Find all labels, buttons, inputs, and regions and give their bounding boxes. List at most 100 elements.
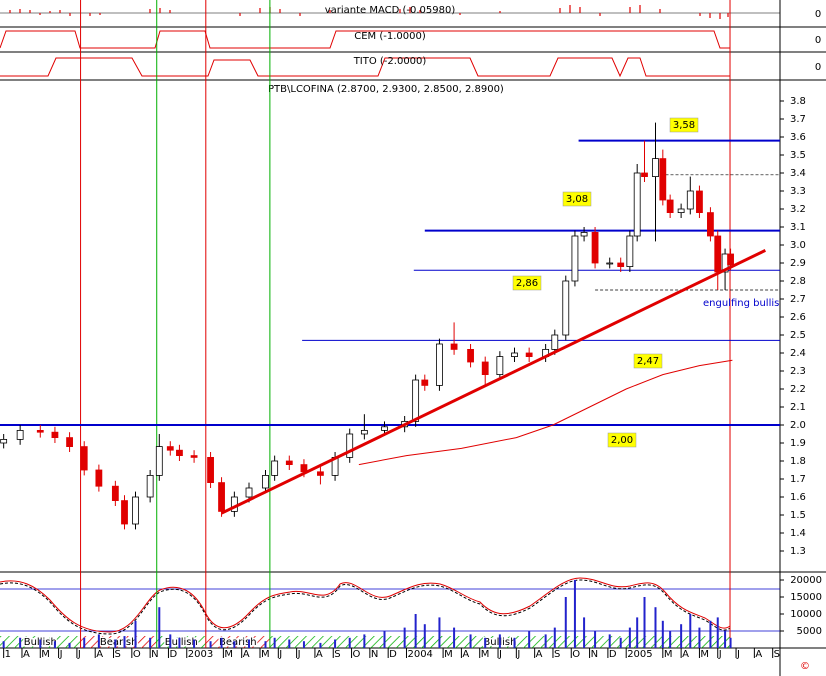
- x-tick-label: A: [316, 649, 323, 660]
- volume-bar: [680, 624, 683, 648]
- y-tick-label: 3.0: [790, 240, 806, 251]
- y-tick-label: 2.5: [790, 330, 806, 341]
- x-tick-label: M: [700, 649, 709, 660]
- macd-bars: [9, 5, 729, 19]
- y-tick-label: 3.5: [790, 150, 806, 161]
- candle-body: [346, 433, 354, 458]
- level-label: 2,00: [611, 435, 633, 446]
- x-tick-label: M: [444, 649, 453, 660]
- volume-bar: [178, 637, 181, 648]
- candle-body: [626, 235, 634, 268]
- level-label: 2,47: [637, 356, 659, 367]
- y-tick-label: 2.8: [790, 276, 806, 287]
- x-tick-label: S: [554, 649, 560, 660]
- volume-bar: [636, 617, 639, 648]
- candle-body: [0, 438, 8, 444]
- x-tick-label: 2004: [407, 649, 432, 660]
- volume-bar: [669, 631, 672, 648]
- x-tick-label: J: [736, 649, 740, 660]
- volume-bar: [68, 642, 71, 648]
- candle-body: [707, 212, 714, 237]
- volume-bar: [302, 641, 305, 648]
- trendline: [220, 249, 767, 515]
- regime-label: Bearish: [219, 637, 257, 648]
- candle-body: [727, 253, 734, 266]
- candle-body: [511, 352, 518, 357]
- candle-body: [245, 487, 253, 498]
- volume-bar: [233, 641, 236, 648]
- volume-bar: [209, 641, 212, 648]
- tito-line: [0, 57, 730, 78]
- volume-bar: [654, 607, 657, 648]
- level-label-box: [512, 275, 542, 291]
- candle-body: [95, 469, 103, 487]
- volume-bar: [39, 639, 42, 648]
- x-tick-label: J: [498, 649, 502, 660]
- volume-bar: [383, 631, 386, 648]
- volume-bar: [19, 637, 22, 648]
- x-tick-label: O: [133, 649, 141, 660]
- volume-bar: [288, 639, 291, 648]
- indicator-title: variante MACD (-0.05980): [325, 5, 456, 16]
- level-label-box: [562, 191, 592, 207]
- x-tick-label: A: [755, 649, 762, 660]
- x-tick-label: A: [96, 649, 103, 660]
- y-tick-label: 3.6: [790, 132, 806, 143]
- y-tick-label: 1.6: [790, 492, 806, 503]
- candle-body: [66, 437, 73, 448]
- y-tick-label: 2.7: [790, 294, 806, 305]
- volume-bar: [83, 637, 86, 648]
- level-label-box: [607, 432, 637, 448]
- level-label: 3,58: [673, 120, 695, 131]
- indicator-title: TITO (-2.0000): [353, 56, 427, 67]
- y-tick-label: 1.4: [790, 528, 806, 539]
- volume-bar: [689, 614, 692, 648]
- x-tick-label: M: [481, 649, 490, 660]
- y-tick-label: 3.4: [790, 168, 806, 179]
- candle-body: [714, 235, 722, 273]
- candle-body: [666, 199, 674, 214]
- y-tick-label: 10000: [790, 609, 822, 620]
- candle-body: [571, 235, 579, 282]
- chart-title: PTB\LCOFINA (2.8700, 2.9300, 2.8500, 2.8…: [268, 84, 504, 95]
- y-tick-label: 1.9: [790, 438, 806, 449]
- y-tick-label: 3.3: [790, 186, 806, 197]
- level-label-box: [669, 117, 699, 133]
- candle-body: [633, 172, 641, 237]
- candle-body: [496, 356, 504, 376]
- candle-body: [190, 455, 198, 458]
- x-tick-label: 2003: [188, 649, 213, 660]
- volume-bar: [2, 641, 5, 648]
- copyright-icon: ©: [800, 661, 810, 672]
- candle-body: [436, 343, 443, 386]
- candle-body: [481, 361, 489, 376]
- x-tick-label: O: [572, 649, 580, 660]
- volume-bar: [134, 620, 137, 648]
- oscillator-signal: [0, 579, 731, 635]
- x-tick-label: J: [516, 649, 520, 660]
- candle-body: [421, 379, 429, 386]
- candle-body: [696, 190, 703, 214]
- indicator-tick-label: 0: [815, 35, 821, 46]
- volume-bar: [469, 634, 472, 648]
- volume-bar: [248, 639, 251, 648]
- candle-body: [551, 334, 559, 350]
- x-tick-label: M: [224, 649, 233, 660]
- y-tick-label: 3.2: [790, 204, 806, 215]
- x-tick-label: J: [278, 649, 282, 660]
- candle-body: [271, 460, 279, 476]
- y-tick-label: 3.1: [790, 222, 806, 233]
- volume-bar: [363, 634, 366, 648]
- volume-bar: [513, 637, 516, 648]
- x-tick-label: A: [462, 649, 469, 660]
- volume-bar: [619, 637, 622, 648]
- volume-bar: [724, 631, 727, 648]
- volume-bar: [453, 627, 456, 648]
- candle-body: [412, 379, 420, 422]
- candle-body: [146, 474, 154, 498]
- x-tick-label: N: [371, 649, 378, 660]
- y-tick-label: 3.8: [790, 96, 806, 107]
- y-tick-label: 5000: [797, 626, 822, 637]
- y-tick-label: 2.9: [790, 258, 806, 269]
- x-tick-label: S: [334, 649, 340, 660]
